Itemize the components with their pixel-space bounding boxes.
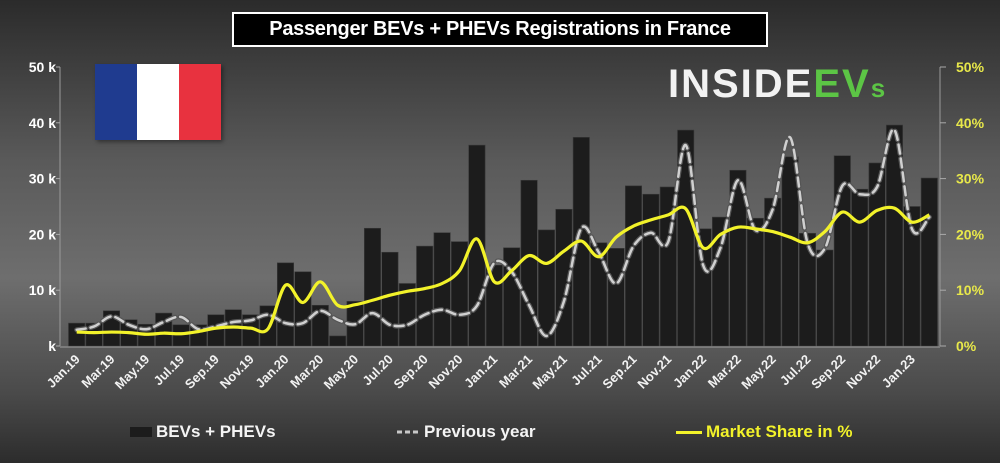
left-tick-label: 20 k bbox=[29, 226, 56, 242]
x-tick-label: Jan.22 bbox=[670, 352, 709, 391]
bar bbox=[851, 188, 869, 347]
bar bbox=[781, 156, 799, 347]
bar bbox=[398, 283, 416, 347]
x-tick-label: Sep.21 bbox=[599, 352, 639, 392]
legend-yellow-swatch bbox=[676, 430, 702, 434]
x-tick-label: Jan.21 bbox=[461, 352, 500, 391]
bar bbox=[381, 251, 399, 347]
x-tick-label: May.19 bbox=[112, 352, 153, 393]
logo-main: INSIDE bbox=[668, 62, 814, 106]
bar bbox=[764, 197, 782, 347]
x-tick-label: Nov.20 bbox=[426, 352, 466, 392]
x-tick-label: Jul.20 bbox=[359, 352, 396, 389]
left-tick-label: 30 k bbox=[29, 171, 56, 187]
bar bbox=[903, 206, 921, 347]
legend: BEVs + PHEVs Previous year Market Share … bbox=[0, 418, 1000, 446]
flag-red-stripe bbox=[179, 64, 221, 140]
right-tick-label: 40% bbox=[956, 115, 985, 131]
bar bbox=[537, 229, 555, 347]
x-tick-label: Mar.22 bbox=[705, 352, 744, 391]
bar bbox=[746, 217, 764, 347]
bar bbox=[920, 177, 938, 347]
x-tick-label: Sep.22 bbox=[808, 352, 848, 392]
flag-white-stripe bbox=[137, 64, 179, 140]
market-share-line bbox=[76, 205, 931, 336]
right-tick-label: 10% bbox=[956, 282, 985, 298]
x-tick-label: Sep.20 bbox=[391, 352, 431, 392]
x-tick-label: Jan.20 bbox=[252, 352, 291, 391]
bar bbox=[276, 262, 294, 347]
x-tick-label: May.21 bbox=[529, 352, 570, 393]
left-tick-label: 40 k bbox=[29, 115, 56, 131]
logo-accent: EV bbox=[813, 62, 871, 106]
right-tick-label: 50% bbox=[956, 59, 985, 75]
x-tick-label: May.20 bbox=[321, 352, 362, 393]
legend-item-bars: BEVs + PHEVs bbox=[130, 418, 276, 446]
bar bbox=[677, 129, 695, 347]
flag-blue-stripe bbox=[95, 64, 137, 140]
bar bbox=[416, 245, 434, 347]
x-tick-label: Jan.23 bbox=[879, 352, 918, 391]
left-tick-label: 10 k bbox=[29, 282, 56, 298]
france-flag-icon bbox=[95, 64, 221, 140]
x-tick-label: Jul.22 bbox=[777, 352, 814, 389]
bar bbox=[450, 241, 468, 347]
legend-item-share: Market Share in % bbox=[676, 418, 852, 446]
insideevs-logo: INSIDEEVs bbox=[668, 62, 885, 107]
bar bbox=[590, 242, 608, 347]
bar bbox=[329, 335, 347, 347]
logo-small: s bbox=[870, 73, 886, 103]
x-tick-label: Mar.19 bbox=[78, 352, 117, 391]
x-tick-label: Nov.19 bbox=[217, 352, 257, 392]
x-tick-label: Jul.21 bbox=[568, 352, 605, 389]
x-tick-label: Mar.21 bbox=[496, 352, 535, 391]
legend-share-label: Market Share in % bbox=[706, 422, 853, 441]
bar bbox=[607, 248, 625, 347]
legend-bars-label: BEVs + PHEVs bbox=[156, 422, 276, 441]
chart-title: Passenger BEVs + PHEVs Registrations in … bbox=[232, 12, 768, 47]
bar bbox=[363, 227, 381, 347]
x-tick-label: Jan.19 bbox=[44, 352, 83, 391]
bar bbox=[816, 249, 834, 347]
bar bbox=[885, 124, 903, 347]
bar bbox=[711, 216, 729, 347]
x-tick-label: Nov.21 bbox=[634, 352, 674, 392]
x-tick-label: Jul.19 bbox=[151, 352, 188, 389]
right-tick-label: 30% bbox=[956, 171, 985, 187]
previous-year-line bbox=[75, 128, 931, 338]
bar bbox=[172, 324, 190, 347]
left-tick-label: k bbox=[48, 338, 56, 354]
bar bbox=[294, 271, 312, 347]
bar bbox=[433, 232, 451, 347]
legend-bar-swatch bbox=[130, 427, 152, 437]
bar bbox=[798, 232, 816, 347]
bar bbox=[503, 247, 521, 347]
legend-previous-label: Previous year bbox=[424, 422, 536, 441]
x-tick-label: Mar.20 bbox=[287, 352, 326, 391]
x-tick-label: May.22 bbox=[738, 352, 779, 393]
x-tick-label: Sep.19 bbox=[182, 352, 222, 392]
legend-item-previous: Previous year bbox=[396, 418, 536, 446]
legend-dashed-swatch bbox=[397, 430, 419, 434]
x-tick-label: Nov.22 bbox=[843, 352, 883, 392]
bar bbox=[729, 169, 747, 347]
left-tick-label: 50 k bbox=[29, 59, 56, 75]
right-tick-label: 0% bbox=[956, 338, 977, 354]
right-tick-label: 20% bbox=[956, 226, 985, 242]
